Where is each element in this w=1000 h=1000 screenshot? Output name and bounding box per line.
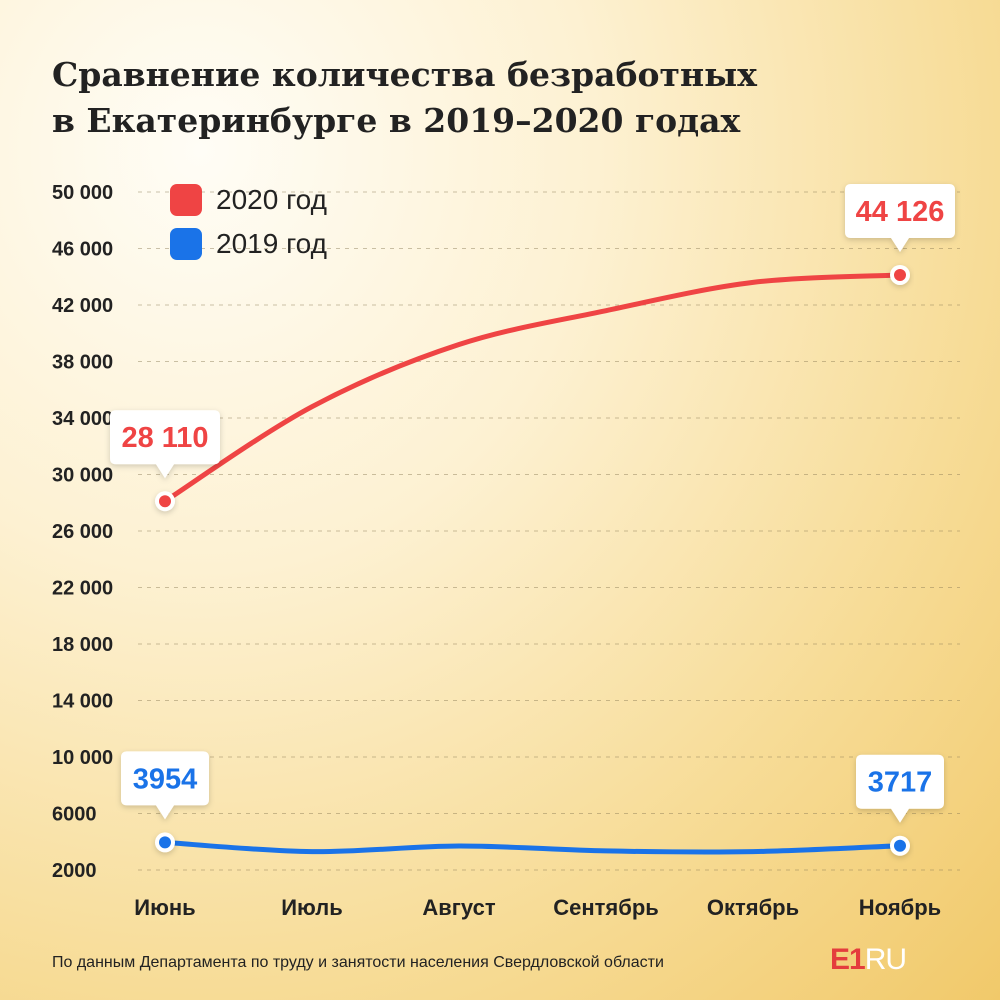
y-tick-label: 6000 xyxy=(52,804,97,826)
series-line-0 xyxy=(162,272,903,504)
logo-main: E1 xyxy=(830,943,866,976)
data-label-callout: 28 110 xyxy=(110,410,220,479)
y-tick-label: 2000 xyxy=(52,860,97,882)
x-tick-label: Август xyxy=(422,895,495,920)
x-tick-label: Октябрь xyxy=(707,895,799,920)
legend-item-2019: 2019 год xyxy=(170,224,327,264)
legend: 2020 год 2019 год xyxy=(170,180,327,268)
data-label-box xyxy=(856,754,944,823)
y-tick-label: 10 000 xyxy=(52,747,113,769)
data-label-box xyxy=(110,410,220,479)
data-point xyxy=(894,268,906,281)
x-tick-label: Июнь xyxy=(134,895,195,920)
e1-logo: E1RU xyxy=(830,943,907,977)
title-line-2: в Екатеринбурге в 2019–2020 годах xyxy=(52,101,741,140)
legend-label-2019: 2019 год xyxy=(216,228,327,259)
source-note: По данным Департамента по труду и занято… xyxy=(52,954,664,971)
data-point xyxy=(159,836,171,849)
data-label: 44 126 xyxy=(856,196,945,228)
legend-label-2020: 2020 год xyxy=(216,184,327,215)
data-label-callout: 44 126 xyxy=(845,183,955,252)
legend-swatch-2019 xyxy=(170,228,202,260)
y-tick-label: 18 000 xyxy=(52,634,113,656)
data-label-callout: 3954 xyxy=(121,751,209,820)
data-label: 3954 xyxy=(133,763,198,795)
y-tick-label: 14 000 xyxy=(52,691,113,713)
x-tick-label: Сентябрь xyxy=(553,895,659,920)
x-tick-label: Ноябрь xyxy=(859,895,941,920)
data-label: 28 110 xyxy=(121,422,208,454)
logo-suffix: RU xyxy=(864,943,907,976)
y-tick-label: 30 000 xyxy=(52,465,113,487)
data-label: 3717 xyxy=(868,767,933,799)
y-tick-label: 46 000 xyxy=(52,239,113,261)
y-tick-label: 26 000 xyxy=(52,521,113,543)
series-line-1 xyxy=(162,839,903,855)
chart-title: Сравнение количества безработных в Екате… xyxy=(52,52,932,144)
grid-lines xyxy=(138,191,960,871)
data-point xyxy=(159,495,171,508)
data-point xyxy=(894,839,906,852)
series-lines xyxy=(162,272,903,855)
legend-swatch-2020 xyxy=(170,184,202,216)
legend-item-2020: 2020 год xyxy=(170,180,327,220)
y-tick-label: 22 000 xyxy=(52,578,113,600)
data-label-box xyxy=(121,751,209,820)
series-points xyxy=(155,264,910,856)
title-line-1: Сравнение количества безработных xyxy=(52,55,757,94)
x-axis-ticks: Июнь Июль Август Сентябрь Октябрь Ноябрь xyxy=(134,895,941,920)
data-label-box xyxy=(845,183,955,252)
y-tick-label: 38 000 xyxy=(52,352,113,374)
y-tick-label: 42 000 xyxy=(52,295,113,317)
x-tick-label: Июль xyxy=(281,895,343,920)
y-tick-label: 34 000 xyxy=(52,408,113,430)
data-label-callout: 3717 xyxy=(856,754,944,823)
y-axis-ticks: 50 000 46 000 42 000 38 000 34 000 30 000 26 0… xyxy=(52,182,113,882)
data-labels: 28 110 44 126 3954 3717 xyxy=(110,183,955,823)
y-tick-label: 50 000 xyxy=(52,182,113,204)
